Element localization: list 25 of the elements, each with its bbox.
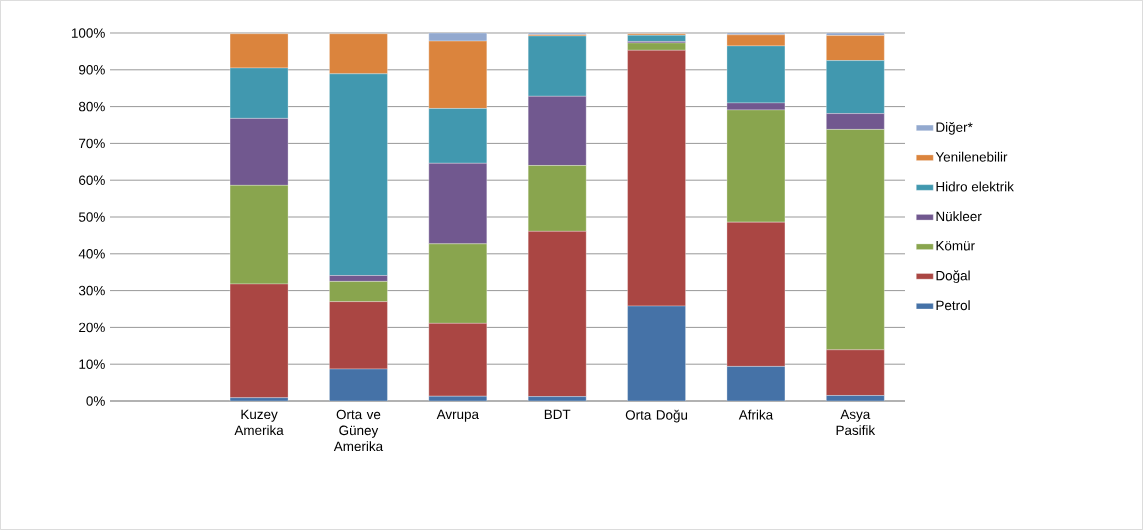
legend-label: Diğer* <box>936 121 973 135</box>
x-tick-label: Afrika <box>738 409 774 420</box>
y-tick-label: 70% <box>79 138 105 149</box>
legend-label: Doğal <box>936 270 970 284</box>
y-tick-label: 100% <box>71 28 105 38</box>
x-tick-label: Kuzey Amerika <box>234 409 284 435</box>
legend-label: Kömür <box>936 241 975 251</box>
legend-label: Petrol <box>936 300 970 311</box>
y-tick-label: 60% <box>79 175 105 185</box>
y-tick-label: 40% <box>78 249 105 259</box>
y-tick-label: 20% <box>79 322 105 333</box>
x-tick-label: Orta ve Güney Amerika <box>333 409 384 452</box>
x-tick-label: Avrupa <box>436 409 479 422</box>
x-tick-label: BDT <box>544 409 571 419</box>
y-tick-label: 10% <box>79 359 105 369</box>
legend-label: Yenilenebilir <box>935 151 1008 162</box>
y-tick-label: 0% <box>86 396 105 406</box>
y-tick-label: 50% <box>78 212 105 222</box>
legend-label: Hidro elektrik <box>936 181 1014 192</box>
y-tick-label: 30% <box>78 285 105 296</box>
legend-label: Nükleer <box>936 211 982 222</box>
x-tick-label: Orta Doğu <box>625 409 688 423</box>
y-tick-label: 90% <box>79 65 105 75</box>
y-tick-label: 80% <box>78 101 105 112</box>
x-tick-label: Asya Pasifik <box>836 409 876 435</box>
